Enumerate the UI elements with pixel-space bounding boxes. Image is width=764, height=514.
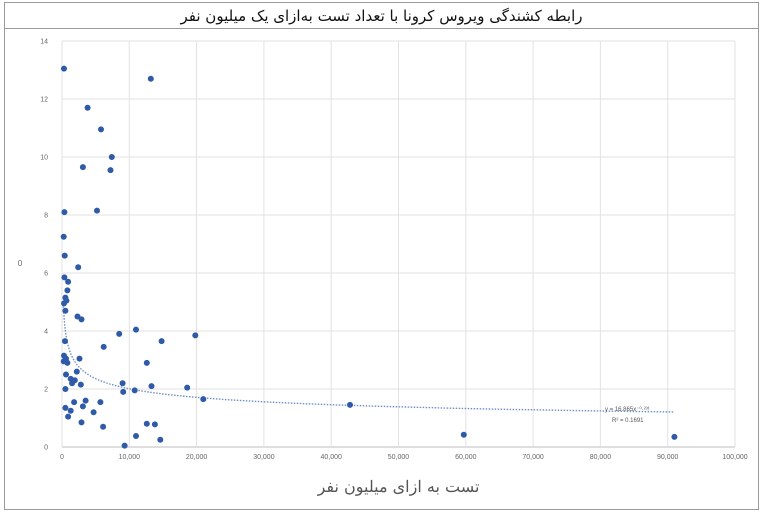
data-point — [78, 316, 85, 323]
data-point — [62, 404, 69, 411]
data-point — [157, 436, 164, 443]
data-point — [71, 399, 78, 406]
data-point — [63, 371, 69, 378]
data-point — [79, 164, 86, 171]
data-point — [347, 401, 353, 408]
data-point — [671, 433, 678, 440]
data-point — [200, 396, 207, 403]
data-point — [158, 338, 165, 345]
x-tick-label: 50,000 — [388, 454, 410, 461]
data-point — [61, 252, 68, 259]
y-tick-label: 4 — [44, 329, 48, 336]
data-point — [61, 274, 68, 281]
x-tick-label: 40,000 — [320, 454, 342, 461]
y-tick-label: 2 — [44, 387, 48, 394]
data-point — [61, 209, 68, 216]
data-point — [97, 399, 104, 406]
data-point — [65, 278, 72, 285]
data-point — [131, 387, 138, 394]
data-point — [67, 407, 74, 414]
x-axis-title: تست به ازای میلیون نفر — [317, 477, 480, 496]
x-tick-label: 10,000 — [119, 454, 141, 461]
data-point — [121, 442, 128, 449]
trendline-equation: y = 16.865x⁻⁰·²³¹ — [605, 406, 650, 413]
x-tick-label: 100,000 — [722, 454, 747, 461]
data-point — [77, 381, 84, 388]
data-point — [75, 264, 82, 271]
y-tick-label: 0 — [44, 445, 48, 452]
data-point — [69, 380, 76, 387]
data-point — [148, 383, 155, 390]
data-point — [60, 233, 67, 240]
data-point — [62, 338, 68, 345]
x-tick-label: 90,000 — [657, 454, 679, 461]
data-point — [62, 307, 69, 314]
x-tick-label: 20,000 — [186, 454, 208, 461]
x-tick-label: 30,000 — [253, 454, 275, 461]
data-point — [133, 433, 139, 439]
data-point — [64, 359, 71, 366]
title-bar: رابطه کشندگی ویروس کرونا با تعداد تست به… — [5, 3, 758, 29]
data-point — [119, 380, 126, 387]
data-point — [61, 300, 67, 307]
x-tick-label: 80,000 — [590, 454, 612, 461]
x-tick-label: 70,000 — [522, 454, 544, 461]
data-point — [116, 330, 123, 337]
data-point — [64, 287, 71, 294]
data-point — [78, 419, 85, 426]
data-point — [108, 154, 115, 160]
data-point — [98, 126, 104, 133]
trendline — [62, 303, 675, 413]
data-point — [151, 421, 158, 428]
y-tick-label: 8 — [44, 213, 48, 220]
chart-title: رابطه کشندگی ویروس کرونا با تعداد تست به… — [180, 6, 583, 25]
y-tick-label: 14 — [40, 39, 48, 46]
data-point — [100, 423, 107, 430]
chart-frame: رابطه کشندگی ویروس کرونا با تعداد تست به… — [4, 2, 759, 510]
data-point — [147, 75, 154, 82]
data-point — [61, 65, 67, 72]
data-point — [107, 167, 114, 174]
data-point — [460, 431, 467, 438]
data-point — [84, 104, 91, 111]
y-tick-label: 10 — [40, 155, 48, 162]
data-point — [76, 355, 83, 362]
data-point — [90, 409, 97, 416]
data-point — [65, 413, 72, 420]
data-point — [73, 368, 80, 375]
y-tick-label: 12 — [40, 97, 48, 104]
y-tick-label: 6 — [44, 271, 48, 278]
data-point — [82, 397, 89, 404]
data-point — [192, 332, 199, 339]
trendline-r2: R² = 0.1691 — [612, 418, 644, 424]
y-axis-title: 0 — [18, 259, 23, 268]
data-point — [143, 420, 150, 427]
data-point — [120, 388, 127, 395]
data-point — [62, 386, 69, 392]
data-point — [94, 207, 100, 214]
x-tick-label: 0 — [60, 454, 64, 461]
data-point — [133, 326, 139, 333]
data-point — [184, 384, 191, 391]
data-point — [100, 343, 107, 350]
data-point — [143, 359, 150, 366]
x-tick-label: 60,000 — [455, 454, 477, 461]
data-point — [79, 403, 86, 410]
